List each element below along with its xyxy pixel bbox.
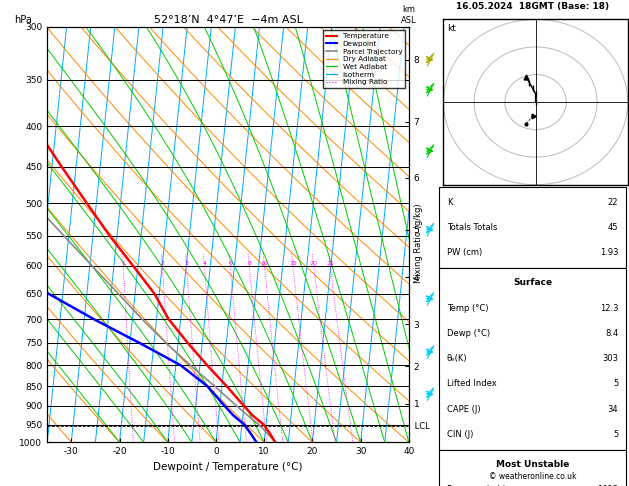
FancyBboxPatch shape bbox=[439, 268, 626, 450]
Text: 8: 8 bbox=[247, 261, 251, 266]
Text: 1.93: 1.93 bbox=[599, 248, 618, 257]
Text: 16.05.2024  18GMT (Base: 18): 16.05.2024 18GMT (Base: 18) bbox=[456, 2, 609, 12]
Text: 5: 5 bbox=[613, 380, 618, 388]
Text: Most Unstable: Most Unstable bbox=[496, 460, 569, 469]
Text: hPa: hPa bbox=[14, 15, 33, 25]
Title: 52°18’N  4°47’E  −4m ASL: 52°18’N 4°47’E −4m ASL bbox=[153, 15, 303, 25]
FancyBboxPatch shape bbox=[439, 187, 626, 268]
Legend: Temperature, Dewpoint, Parcel Trajectory, Dry Adiabat, Wet Adiabat, Isotherm, Mi: Temperature, Dewpoint, Parcel Trajectory… bbox=[323, 30, 405, 88]
Text: 5: 5 bbox=[613, 430, 618, 439]
Text: © weatheronline.co.uk: © weatheronline.co.uk bbox=[489, 472, 576, 481]
Text: 15: 15 bbox=[289, 261, 297, 266]
Text: K: K bbox=[447, 198, 452, 207]
Text: 6: 6 bbox=[228, 261, 232, 266]
Text: 2: 2 bbox=[160, 261, 164, 266]
Text: Totals Totals: Totals Totals bbox=[447, 223, 497, 232]
Text: 12.3: 12.3 bbox=[599, 304, 618, 312]
Text: Dewp (°C): Dewp (°C) bbox=[447, 329, 490, 338]
Text: CIN (J): CIN (J) bbox=[447, 430, 473, 439]
Text: Lifted Index: Lifted Index bbox=[447, 380, 496, 388]
Text: km
ASL: km ASL bbox=[401, 5, 416, 25]
Text: Mixing Ratio (g/kg): Mixing Ratio (g/kg) bbox=[414, 203, 423, 283]
Text: 34: 34 bbox=[608, 405, 618, 414]
Text: 4: 4 bbox=[203, 261, 206, 266]
Text: 10: 10 bbox=[260, 261, 269, 266]
Text: kt: kt bbox=[447, 24, 456, 34]
Text: 303: 303 bbox=[602, 354, 618, 363]
Text: LCL: LCL bbox=[413, 422, 430, 431]
Text: PW (cm): PW (cm) bbox=[447, 248, 482, 257]
Text: 25: 25 bbox=[326, 261, 334, 266]
Text: Surface: Surface bbox=[513, 278, 552, 287]
Text: 20: 20 bbox=[310, 261, 318, 266]
Text: 45: 45 bbox=[608, 223, 618, 232]
Text: Temp (°C): Temp (°C) bbox=[447, 304, 488, 312]
Text: 22: 22 bbox=[608, 198, 618, 207]
Text: θₑ(K): θₑ(K) bbox=[447, 354, 467, 363]
Text: CAPE (J): CAPE (J) bbox=[447, 405, 481, 414]
X-axis label: Dewpoint / Temperature (°C): Dewpoint / Temperature (°C) bbox=[153, 462, 303, 472]
Text: 3: 3 bbox=[184, 261, 189, 266]
FancyBboxPatch shape bbox=[439, 450, 626, 486]
Text: 1: 1 bbox=[121, 261, 125, 266]
Text: 8.4: 8.4 bbox=[605, 329, 618, 338]
